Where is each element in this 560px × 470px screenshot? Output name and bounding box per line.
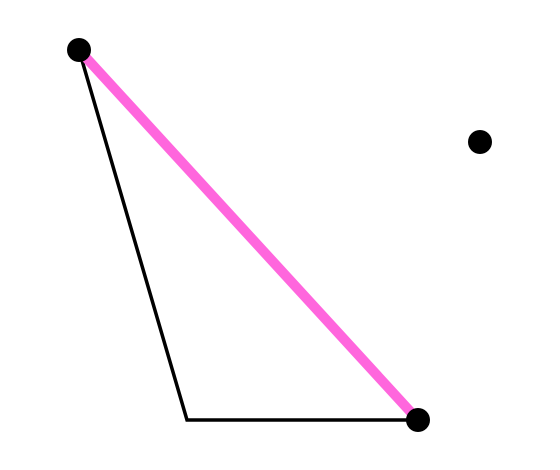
triangle-black-edges xyxy=(77,49,418,422)
point-isolated-right xyxy=(468,130,492,154)
point-top-left xyxy=(67,38,91,62)
point-bottom-right xyxy=(406,408,430,432)
highlighted-edge xyxy=(75,46,422,424)
